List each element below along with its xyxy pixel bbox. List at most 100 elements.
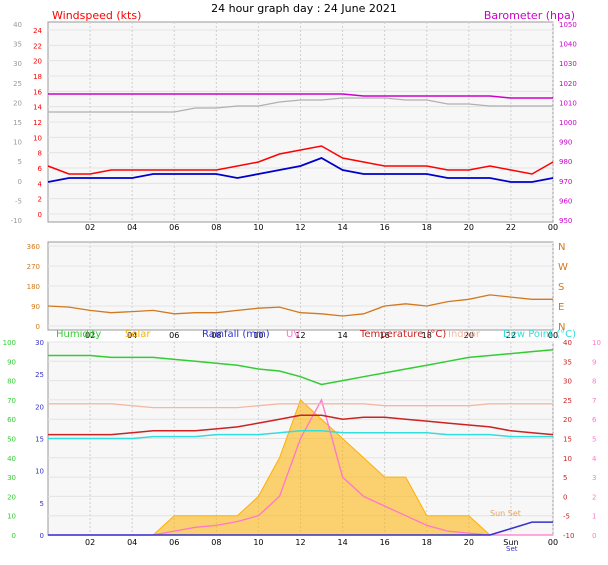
wind-outer-tick-label: 30	[13, 60, 22, 68]
temp-tick-label: 25	[563, 397, 572, 405]
wind-inner-tick-label: 0	[38, 211, 42, 219]
dir-tick-label: 360	[27, 243, 40, 251]
rain-tick-label: 15	[35, 436, 44, 444]
rain-tick-label: 25	[35, 371, 44, 379]
x-tick-label: 14	[337, 331, 347, 340]
uv-tick-label: 4	[592, 455, 597, 463]
dir-compass-label: E	[558, 302, 564, 313]
wind-inner-tick-label: 24	[33, 27, 42, 35]
baro-tick-label: 1030	[559, 60, 577, 68]
x-tick-label: 20	[464, 331, 474, 340]
wind-inner-tick-label: 8	[38, 150, 42, 158]
wind-outer-tick-label: 0	[18, 178, 22, 186]
multi-panel-series	[48, 348, 554, 536]
humidity-tick-label: 50	[7, 436, 16, 444]
sunset-label: Sun Set	[490, 509, 521, 518]
wind-outer-tick-label: 10	[13, 139, 22, 147]
temp-tick-label: 35	[563, 358, 572, 366]
wind-inner-tick-label: 6	[38, 165, 43, 173]
header-solar: Solar	[125, 329, 151, 340]
wind-outer-tick-label: 35	[13, 41, 22, 49]
x-tick-label: 00	[548, 538, 558, 547]
x-tick-label: 06	[169, 331, 179, 340]
wind-inner-tick-label: 2	[38, 196, 42, 204]
x-tick-label: 10	[253, 223, 263, 232]
x-tick-label: 02	[85, 538, 95, 547]
rainfall-line	[48, 521, 553, 536]
humidity-tick-label: 20	[7, 493, 16, 501]
uv-tick-label: 8	[592, 378, 596, 386]
rain-tick-label: 10	[35, 468, 44, 476]
uv-tick-label: 10	[592, 339, 601, 347]
x-tick-label: 08	[211, 223, 221, 232]
uv-tick-label: 1	[592, 513, 596, 521]
header-indoor: Indoor	[448, 329, 481, 340]
dir-compass-label: N	[558, 322, 565, 333]
baro-tick-label: 1040	[559, 41, 577, 49]
x-tick-label: 10	[253, 331, 263, 340]
wind-inner-tick-label: 4	[38, 180, 43, 188]
wind-outer-tick-label: -5	[15, 197, 22, 205]
humidity-tick-label: 90	[7, 358, 16, 366]
avg-wind-line	[47, 157, 554, 183]
wind-outer-tick-label: 5	[18, 158, 22, 166]
humidity-tick-label: 100	[3, 339, 16, 347]
wind-panel-series	[47, 93, 554, 183]
temp-tick-label: 30	[563, 378, 572, 386]
wind-inner-tick-label: 18	[33, 73, 42, 81]
x-tick-label: 18	[422, 331, 432, 340]
wind-outer-tick-label: 40	[13, 21, 22, 29]
temp-tick-label: 5	[563, 474, 567, 482]
humidity-tick-label: 10	[7, 513, 16, 521]
wind-inner-tick-label: 22	[33, 42, 42, 50]
dir-tick-label: 270	[27, 263, 40, 271]
multi-panel-ticks: 1009080706050403020100302520151050403530…	[3, 339, 601, 553]
humidity-line	[48, 348, 554, 386]
sunrise-label: Set	[506, 545, 518, 553]
baro-tick-label: 1050	[559, 21, 577, 29]
wind-inner-tick-label: 12	[33, 119, 42, 127]
uv-tick-label: 0	[592, 532, 596, 540]
wind-outer-tick-label: -10	[11, 217, 22, 225]
direction-panel-series	[47, 294, 553, 317]
x-tick-label: 04	[127, 223, 137, 232]
x-tick-label: 12	[295, 538, 305, 547]
x-tick-label: 18	[422, 223, 432, 232]
uv-tick-label: 5	[592, 436, 596, 444]
humidity-tick-label: 80	[7, 378, 16, 386]
rain-tick-label: 20	[35, 403, 44, 411]
header-temperature: Temperature (°C)	[359, 329, 446, 340]
temp-tick-label: 20	[563, 416, 572, 424]
x-tick-label: 04	[127, 538, 137, 547]
baro-tick-label: 950	[559, 217, 572, 225]
uv-tick-label: 7	[592, 397, 596, 405]
x-tick-label: 16	[380, 223, 390, 232]
uv-tick-label: 2	[592, 493, 596, 501]
wind-inner-tick-label: 20	[33, 58, 42, 66]
x-tick-label: Sun	[503, 538, 518, 547]
x-tick-label: 00	[548, 223, 558, 232]
baro-tick-label: 970	[559, 178, 572, 186]
dir-tick-label: 90	[31, 303, 40, 311]
x-tick-label: 22	[506, 223, 516, 232]
temp-tick-label: 40	[563, 339, 572, 347]
temp-tick-label: 15	[563, 436, 572, 444]
wind-inner-tick-label: 16	[33, 88, 42, 96]
header-rainfall: Rainfall (mm)	[202, 329, 270, 340]
temp-tick-label: -10	[563, 532, 574, 540]
rain-tick-label: 0	[40, 532, 44, 540]
x-tick-label: 12	[295, 331, 305, 340]
chart-title: 24 hour graph day : 24 June 2021	[211, 2, 397, 15]
x-tick-label: 12	[295, 223, 305, 232]
x-tick-label: 16	[380, 538, 390, 547]
indoor-temp-line	[48, 403, 553, 409]
wind-inner-tick-label: 14	[33, 104, 42, 112]
x-tick-label: 20	[464, 538, 474, 547]
x-tick-label: 08	[211, 538, 221, 547]
header-humidity: Humidity	[56, 329, 101, 340]
barometer-line	[48, 93, 553, 99]
baro-tick-label: 990	[559, 139, 572, 147]
uv-tick-label: 3	[592, 474, 596, 482]
